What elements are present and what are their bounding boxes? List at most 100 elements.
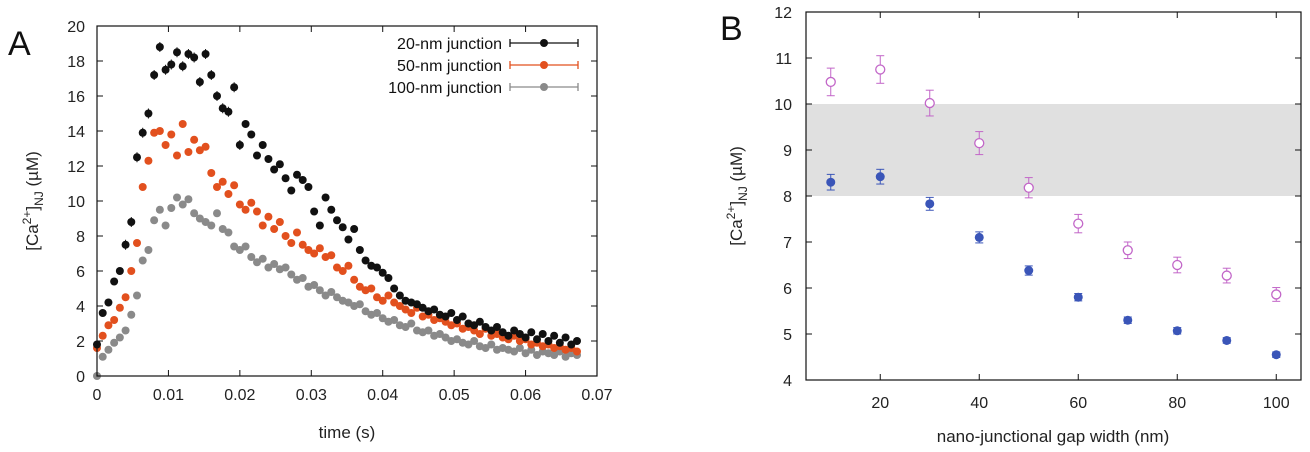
chart-a-point	[138, 183, 147, 191]
chart-a-point	[270, 225, 279, 233]
chart-a-point	[487, 340, 496, 349]
chart-a-point	[481, 344, 490, 352]
chart-a-y-label: [Ca2+]NJ (µM)	[20, 151, 46, 251]
chart-b-y-tick-label: 12	[774, 5, 792, 22]
chart-a-point	[384, 274, 393, 282]
chart-a-point	[344, 298, 353, 307]
chart-b-point-filled	[1222, 335, 1232, 345]
chart-a-point	[224, 228, 233, 237]
chart-a-bg	[97, 26, 597, 376]
chart-a-point	[293, 170, 301, 179]
chart-a-point	[561, 352, 570, 361]
chart-a-point	[161, 141, 170, 149]
chart-a-series-1	[93, 120, 581, 356]
chart-a-point	[133, 291, 141, 300]
chart-a-y-tick-label: 2	[76, 334, 85, 351]
chart-a-y-tick-label: 16	[67, 89, 85, 106]
chart-a-point	[167, 204, 176, 212]
chart-b-point-filled	[974, 232, 984, 242]
chart-a-point	[144, 156, 153, 165]
chart-a-point	[213, 92, 221, 100]
chart-a-point	[413, 300, 421, 309]
chart-a-point	[218, 177, 227, 186]
chart-b-x-label: nano-junctional gap width (nm)	[937, 427, 1169, 446]
chart-a-point	[184, 148, 193, 156]
chart-a-x-tick-label: 0.02	[224, 387, 255, 404]
chart-a-y-tick-label: 18	[67, 54, 85, 71]
chart-a-point	[510, 326, 519, 335]
chart-a-point	[441, 333, 450, 342]
chart-a-point	[367, 284, 376, 293]
chart-a-point	[333, 293, 341, 302]
chart-a-point	[110, 277, 119, 286]
chart-a-point	[281, 174, 290, 183]
chart-b-point-filled	[1123, 315, 1133, 325]
chart-a-point	[173, 48, 181, 57]
chart-a-point	[167, 130, 176, 139]
chart-a-point	[498, 328, 507, 337]
chart-a-marks	[93, 42, 581, 380]
chart-a-point	[533, 335, 541, 344]
chart-b-marks	[825, 55, 1282, 360]
chart-a-point	[104, 298, 113, 307]
chart-a-point	[230, 181, 239, 190]
chart-a-point	[115, 303, 124, 312]
chart-a-point	[390, 298, 399, 307]
chart-b-point-open	[1271, 289, 1282, 300]
chart-a-point	[275, 218, 284, 226]
chart-a-point	[281, 263, 290, 272]
chart-b-point-filled	[1073, 292, 1083, 302]
chart-a-point	[435, 330, 444, 338]
chart-a-point	[555, 338, 564, 347]
chart-a-point	[350, 275, 359, 284]
chart-a-point	[213, 183, 221, 191]
chart-a-point	[218, 104, 227, 113]
chart-a-point	[401, 305, 410, 314]
chart-b-x-tick-label: 20	[871, 395, 889, 412]
chart-a-point	[561, 333, 570, 342]
chart-b-x-ticks: 20 40 60 80 100	[871, 12, 1290, 412]
chart-a-y-label-sup: 2+	[20, 211, 34, 225]
chart-a-y-label-main: [Ca	[23, 224, 42, 251]
chart-a-point	[384, 291, 393, 300]
chart-a-point	[550, 351, 559, 359]
chart-a-point	[441, 312, 450, 321]
chart-b-x-tick-label: 40	[970, 395, 988, 412]
chart-a-point	[264, 263, 273, 272]
chart-a-legend: 20-nm junction 50-nm junction 100-nm junct…	[388, 36, 579, 97]
chart-a-point	[258, 254, 267, 263]
chart-a-point	[150, 216, 159, 225]
chart-a-point	[247, 253, 256, 261]
chart-a-point	[487, 326, 496, 335]
chart-a-panel-label: A	[8, 25, 31, 63]
chart-a-point	[515, 344, 524, 352]
chart-a-point	[253, 151, 261, 160]
chart-a-point	[213, 209, 221, 218]
chart-a-point	[373, 263, 381, 272]
chart-a-point	[298, 176, 307, 184]
chart-a-point	[270, 165, 279, 174]
chart-b-y-tick-label: 8	[783, 189, 792, 206]
chart-a-point	[475, 330, 484, 338]
chart-b-y-tick-label: 6	[783, 281, 792, 298]
chart-a-point	[178, 62, 187, 71]
chart-a-point	[173, 151, 181, 160]
chart-b-point-open	[1122, 245, 1133, 256]
chart-a-point	[310, 281, 319, 289]
chart-a-y-tick-label: 6	[76, 264, 85, 281]
chart-a-x-tick-label: 0.01	[153, 387, 184, 404]
chart-a-point	[521, 349, 530, 358]
chart-a-point	[275, 160, 284, 169]
chart-a-point	[378, 268, 387, 277]
chart-a-point	[167, 60, 176, 69]
chart-a-y-tick-label: 10	[67, 194, 85, 211]
chart-a-point	[355, 246, 364, 254]
chart-b-point-open	[825, 76, 836, 88]
chart-b-point-open	[875, 64, 886, 75]
chart-a-point	[190, 53, 199, 62]
chart-a-point	[264, 212, 273, 221]
chart-a-point	[241, 242, 250, 251]
chart-a-point	[373, 293, 381, 302]
chart-b-point-filled	[1271, 350, 1281, 360]
